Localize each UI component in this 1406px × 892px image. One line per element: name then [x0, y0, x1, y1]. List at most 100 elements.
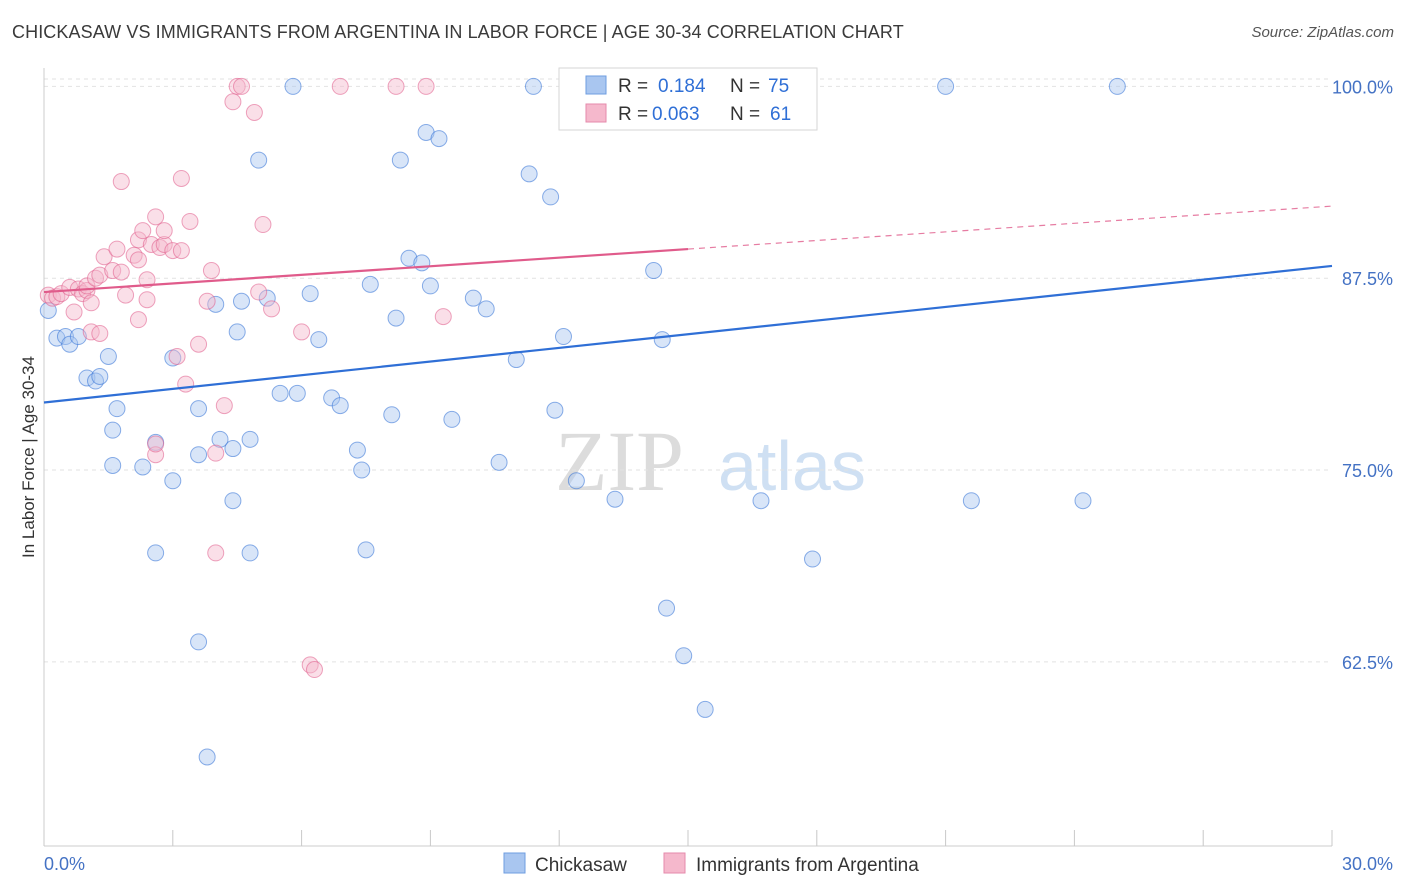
point-1-52 [254, 216, 272, 234]
point-1-14 [91, 324, 109, 342]
point-0-20 [224, 440, 242, 458]
point-0-49 [443, 410, 461, 428]
point-1-33 [155, 235, 173, 253]
point-0-10 [104, 456, 122, 474]
point-1-49 [224, 93, 242, 111]
grid-lines [44, 78, 1332, 663]
y-axis-title: In Labor Force | Age 30-34 [19, 356, 38, 558]
point-1-58 [387, 77, 405, 95]
y-tick-label-3: 62.5% [1342, 653, 1393, 673]
point-1-19 [108, 240, 126, 258]
point-0-55 [520, 165, 538, 183]
legend-r-label-1: R = [618, 104, 648, 125]
bottom-legend-label-chickasaw: Chickasaw [535, 855, 627, 876]
point-0-6 [91, 367, 109, 385]
point-0-16 [190, 446, 208, 464]
point-1-43 [202, 262, 220, 280]
point-0-21 [211, 430, 229, 448]
point-1-31 [147, 208, 165, 226]
point-0-65 [675, 647, 693, 665]
point-0-45 [413, 254, 431, 272]
point-1-44 [207, 444, 225, 462]
axes [43, 68, 1332, 847]
y-tick-label-0: 100.0% [1332, 77, 1393, 97]
trend-line-1-solid [43, 247, 689, 294]
point-1-37 [172, 169, 190, 187]
point-1-12 [91, 266, 109, 284]
point-0-26 [198, 748, 216, 766]
point-0-60 [567, 472, 585, 490]
legend-r-value-0: 0.184 [658, 76, 706, 97]
point-1-24 [129, 311, 147, 329]
point-1-34 [155, 222, 173, 240]
point-1-22 [129, 231, 147, 249]
point-0-64 [658, 599, 676, 617]
point-0-39 [357, 541, 375, 559]
point-0-66 [696, 700, 714, 718]
point-1-54 [293, 323, 311, 341]
point-0-70 [937, 77, 955, 95]
point-1-51 [250, 283, 268, 301]
legend-n-value-0: 75 [768, 76, 789, 97]
point-0-51 [477, 300, 495, 318]
point-1-13 [82, 323, 100, 341]
point-1-20 [112, 173, 130, 191]
point-1-9 [65, 303, 83, 321]
point-1-35 [164, 242, 182, 260]
series-argentina-points [39, 77, 452, 679]
point-1-36 [168, 347, 186, 365]
point-0-69 [804, 550, 822, 568]
point-0-48 [430, 130, 448, 148]
y-tick-labels: 100.0% 87.5% 75.0% 62.5% [1332, 77, 1393, 672]
point-0-37 [348, 441, 366, 459]
point-1-15 [95, 248, 113, 266]
point-0-27 [241, 544, 259, 562]
legend-swatch-chickasaw [585, 75, 607, 95]
point-0-23 [228, 323, 246, 341]
point-0-57 [546, 401, 564, 419]
point-0-41 [383, 406, 401, 424]
point-0-13 [164, 472, 182, 490]
point-0-61 [606, 490, 624, 508]
point-0-19 [224, 492, 242, 510]
point-0-46 [421, 277, 439, 295]
point-1-45 [207, 544, 225, 562]
legend-n-label-0: N = [730, 76, 760, 97]
point-0-63 [653, 331, 671, 349]
point-0-73 [1108, 77, 1126, 95]
point-1-26 [138, 271, 156, 289]
point-0-9 [104, 421, 122, 439]
point-0-22 [232, 292, 250, 310]
point-1-16 [104, 262, 122, 280]
point-1-47 [228, 77, 246, 95]
point-1-56 [305, 661, 323, 679]
point-0-43 [391, 151, 409, 169]
point-0-67 [752, 492, 770, 510]
point-0-3 [69, 328, 87, 346]
point-0-40 [361, 275, 379, 293]
point-0-52 [490, 453, 508, 471]
point-0-58 [554, 328, 572, 346]
point-0-1 [56, 328, 74, 346]
point-0-24 [241, 430, 259, 448]
trend-line-1-dashed [687, 205, 1333, 250]
point-0-30 [271, 384, 289, 402]
chart-title: CHICKASAW VS IMMIGRANTS FROM ARGENTINA I… [12, 22, 904, 42]
point-1-50 [245, 104, 263, 122]
bottom-legend-swatch-chickasaw [503, 852, 526, 874]
y-tick-label-2: 75.0% [1342, 461, 1393, 481]
point-0-35 [331, 397, 349, 415]
point-1-30 [147, 435, 165, 453]
bottom-legend: Chickasaw Immigrants from Argentina [503, 852, 919, 876]
point-0-56 [542, 188, 560, 206]
point-0-62 [645, 262, 663, 280]
point-1-41 [190, 335, 208, 353]
point-1-42 [198, 292, 216, 310]
trend-line-0 [43, 264, 1333, 404]
bottom-legend-swatch-argentina [663, 852, 686, 874]
point-0-31 [288, 384, 306, 402]
point-1-28 [138, 291, 156, 309]
point-0-25 [190, 633, 208, 651]
point-0-71 [962, 492, 980, 510]
